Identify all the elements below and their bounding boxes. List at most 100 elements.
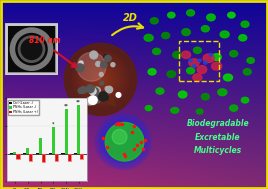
Circle shape <box>87 65 114 93</box>
Circle shape <box>68 47 133 112</box>
Circle shape <box>94 97 100 103</box>
Circle shape <box>98 116 149 167</box>
Ellipse shape <box>144 34 153 41</box>
Bar <box>68 154 71 161</box>
Ellipse shape <box>150 18 158 24</box>
Circle shape <box>78 57 123 102</box>
Circle shape <box>92 71 109 87</box>
Text: **: ** <box>64 103 69 108</box>
Circle shape <box>81 60 120 99</box>
Bar <box>61 153 65 154</box>
Bar <box>23 153 26 154</box>
Circle shape <box>97 76 104 83</box>
Ellipse shape <box>209 53 213 56</box>
Circle shape <box>105 122 144 161</box>
Ellipse shape <box>241 97 249 103</box>
Circle shape <box>86 85 94 93</box>
Legend: Ctrl (Laser -), PNHs (Laser -), PNHs (Laser +): Ctrl (Laser -), PNHs (Laser -), PNHs (La… <box>8 100 39 115</box>
Ellipse shape <box>228 12 235 18</box>
Ellipse shape <box>230 50 238 57</box>
Circle shape <box>112 130 135 153</box>
Circle shape <box>86 97 94 105</box>
Circle shape <box>76 55 125 104</box>
Circle shape <box>103 121 144 163</box>
Circle shape <box>105 55 111 62</box>
Circle shape <box>99 118 147 166</box>
Ellipse shape <box>201 26 209 32</box>
Circle shape <box>66 44 135 114</box>
Circle shape <box>94 73 107 86</box>
Ellipse shape <box>196 109 203 114</box>
Circle shape <box>113 131 134 152</box>
Circle shape <box>72 50 129 108</box>
Circle shape <box>79 58 122 101</box>
Text: Biodegradable
Excretable
Multicycles: Biodegradable Excretable Multicycles <box>187 119 249 155</box>
Circle shape <box>77 52 106 81</box>
Text: *: * <box>52 121 55 126</box>
Ellipse shape <box>211 62 222 70</box>
Circle shape <box>77 56 124 103</box>
Bar <box>55 154 58 161</box>
Bar <box>36 153 39 154</box>
Ellipse shape <box>207 14 215 21</box>
Circle shape <box>113 132 133 152</box>
Circle shape <box>81 60 120 99</box>
Bar <box>52 127 55 154</box>
Text: 810 nm: 810 nm <box>29 36 61 45</box>
Bar <box>29 154 32 161</box>
Bar <box>80 154 83 159</box>
Circle shape <box>89 68 112 91</box>
Ellipse shape <box>156 88 164 94</box>
Circle shape <box>108 126 139 157</box>
Circle shape <box>74 53 127 106</box>
Circle shape <box>69 48 132 111</box>
Ellipse shape <box>203 54 214 62</box>
Bar <box>77 105 80 154</box>
Circle shape <box>104 95 108 99</box>
Bar <box>80 154 83 159</box>
Circle shape <box>100 61 107 68</box>
Circle shape <box>112 129 127 144</box>
Circle shape <box>79 61 83 65</box>
Bar <box>13 152 17 154</box>
Ellipse shape <box>189 59 192 62</box>
Circle shape <box>87 66 114 93</box>
Bar <box>26 148 29 154</box>
Circle shape <box>95 113 152 170</box>
Circle shape <box>93 72 108 87</box>
Circle shape <box>101 119 146 164</box>
Ellipse shape <box>220 31 229 38</box>
Ellipse shape <box>218 89 227 96</box>
Circle shape <box>76 64 84 72</box>
Circle shape <box>68 46 133 112</box>
Circle shape <box>90 51 98 59</box>
Circle shape <box>84 63 117 96</box>
Circle shape <box>70 49 131 109</box>
Circle shape <box>75 54 126 105</box>
Bar <box>39 139 42 154</box>
Circle shape <box>19 37 44 62</box>
Circle shape <box>104 96 108 100</box>
Ellipse shape <box>193 47 201 53</box>
Circle shape <box>96 115 150 169</box>
Bar <box>65 109 68 154</box>
Circle shape <box>73 52 128 107</box>
Circle shape <box>100 81 104 85</box>
Ellipse shape <box>168 12 175 18</box>
Circle shape <box>104 123 143 161</box>
Ellipse shape <box>171 108 179 113</box>
Circle shape <box>85 64 116 94</box>
Ellipse shape <box>243 69 251 75</box>
Circle shape <box>75 53 126 105</box>
Bar <box>10 153 13 154</box>
Bar <box>42 154 45 162</box>
Circle shape <box>100 79 101 80</box>
Bar <box>17 154 20 159</box>
Circle shape <box>72 51 129 108</box>
Circle shape <box>83 62 118 97</box>
Circle shape <box>96 74 105 84</box>
Circle shape <box>111 63 115 67</box>
Circle shape <box>109 127 138 156</box>
Circle shape <box>97 76 104 83</box>
Circle shape <box>88 67 113 92</box>
